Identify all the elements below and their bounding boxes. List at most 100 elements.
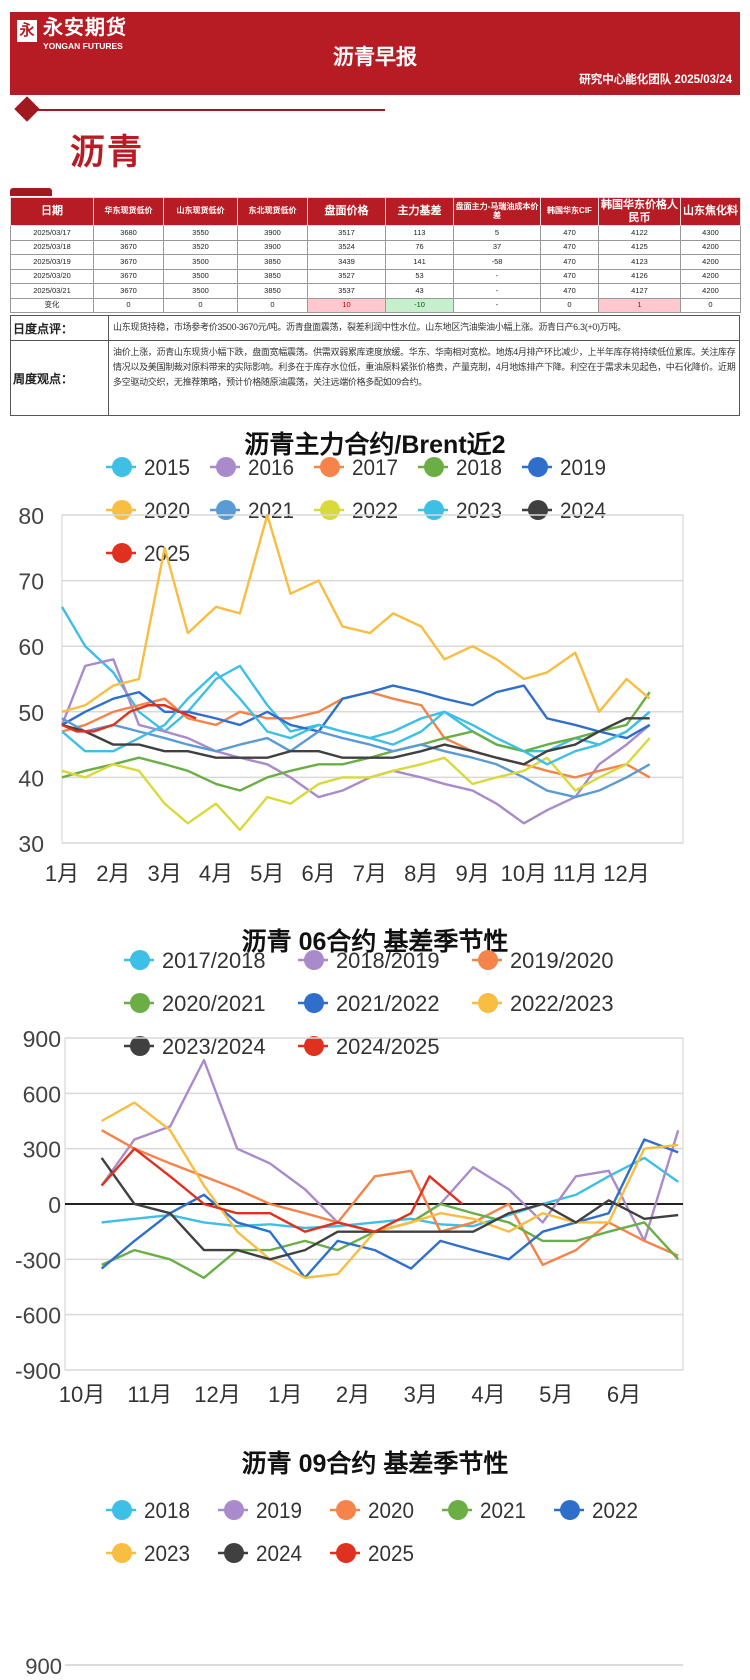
- table-cell: 0: [680, 297, 741, 313]
- series-line-2018: [61, 691, 651, 792]
- table-cell: 43: [385, 283, 454, 299]
- x-tick-label: 1月: [45, 861, 79, 886]
- table-cell: -: [453, 268, 541, 284]
- column-header: 盘面主力-马瑞油成本价差: [453, 197, 541, 226]
- x-tick-label: 6月: [607, 1382, 641, 1407]
- column-header: 华东现货低价: [93, 197, 164, 226]
- legend-marker: [112, 1500, 132, 1520]
- column-header: 盘面价格: [307, 197, 386, 226]
- series-line-2017-2018: [101, 1156, 679, 1230]
- y-tick-label: 600: [23, 1081, 61, 1107]
- legend-item-2020: 2020: [106, 498, 190, 523]
- legend-item-2019-2020: 2019/2020: [472, 948, 614, 973]
- table-cell: 470: [540, 283, 599, 299]
- table-cell: 470: [540, 239, 599, 255]
- column-header: 山东焦化料: [680, 197, 741, 226]
- y-tick-label: 30: [18, 831, 44, 857]
- chart-09-basis: 2018 2019 2020 2021 2022 2023 2024 2025 900: [25, 1498, 683, 1679]
- y-tick-label: 900: [25, 1654, 62, 1679]
- y-tick-label: -600: [15, 1303, 61, 1329]
- legend-marker: [528, 457, 548, 477]
- table-cell: 3550: [163, 225, 238, 241]
- column-header: 韩国华东CIF: [540, 197, 599, 226]
- legend-marker: [320, 500, 340, 520]
- series-line-2019-2020: [101, 1129, 679, 1267]
- x-tick-label: 12月: [194, 1382, 240, 1407]
- legend-item-2024: 2024: [522, 498, 606, 523]
- legend-marker: [130, 950, 150, 970]
- table-cell: 变化: [10, 297, 94, 313]
- table-cell: 3439: [307, 254, 386, 270]
- series-line-2022-2023: [101, 1101, 679, 1279]
- legend-label: 2020/2021: [162, 991, 266, 1016]
- table-cell: 3900: [237, 225, 308, 241]
- legend-item-2018: 2018: [418, 455, 502, 480]
- legend-item-2019: 2019: [522, 455, 606, 480]
- legend-item-2025: 2025: [106, 541, 190, 566]
- x-tick-label: 10月: [501, 861, 547, 886]
- x-tick-label: 1月: [268, 1382, 302, 1407]
- legend-marker: [112, 1543, 132, 1563]
- legend-item-2020: 2020: [330, 1498, 414, 1523]
- table-cell: 3900: [237, 239, 308, 255]
- x-tick-label: 12月: [603, 861, 649, 886]
- chart-06-basis: 2017/2018 2018/2019 2019/2020 2020/2021 2021…: [15, 948, 684, 1407]
- table-cell: 3520: [163, 239, 238, 255]
- table-cell: 3500: [163, 254, 238, 270]
- legend-marker: [336, 1543, 356, 1563]
- series-line-2020-2021: [101, 1202, 680, 1279]
- legend-marker: [112, 500, 132, 520]
- legend-item-2023: 2023: [418, 498, 502, 523]
- x-tick-label: 5月: [539, 1382, 573, 1407]
- x-tick-label: 5月: [250, 861, 284, 886]
- y-tick-label: 80: [18, 503, 44, 529]
- table-cell: 2025/03/21: [10, 283, 94, 299]
- legend-item-2022: 2022: [554, 1498, 638, 1523]
- legend-label: 2022/2023: [510, 991, 614, 1016]
- chart1-title: 沥青主力合约/Brent近2: [244, 431, 506, 459]
- legend-marker: [216, 500, 236, 520]
- table-cell: 2025/03/20: [10, 268, 94, 284]
- column-header: 主力基差: [385, 197, 454, 226]
- legend-marker: [304, 950, 324, 970]
- table-cell: 3670: [93, 239, 164, 255]
- table-row: 2025/03/21 3670 3500 3850 3537 43-470 4127 4200: [10, 283, 741, 299]
- legend-item-2021-2022: 2021/2022: [298, 991, 440, 1016]
- table-cell: 1: [598, 297, 681, 313]
- legend-item-2020-2021: 2020/2021: [124, 991, 266, 1016]
- x-tick-label: 11月: [127, 1382, 172, 1407]
- table-cell: 3850: [237, 268, 308, 284]
- series-line-2024: [61, 717, 650, 766]
- legend-label: 2016: [248, 455, 294, 480]
- table-cell: 4200: [680, 283, 741, 299]
- y-tick-label: 40: [18, 765, 44, 791]
- table-cell: 3500: [163, 268, 238, 284]
- x-tick-label: 2月: [336, 1382, 370, 1407]
- x-tick-label: 10月: [59, 1382, 105, 1407]
- table-cell: 4122: [598, 225, 681, 241]
- legend-marker: [424, 500, 444, 520]
- y-tick-label: -300: [15, 1247, 61, 1273]
- legend-label: 2023: [144, 1541, 190, 1566]
- divider: [30, 109, 385, 111]
- table-cell: 0: [93, 297, 164, 313]
- price-table: 日期 华东现货低价 山东现货低价 东北现货低价 盘面价格 主力基差 盘面主力-马瑞油成本价差…: [10, 197, 741, 313]
- legend-label: 2019: [560, 455, 606, 480]
- x-tick-label: 4月: [471, 1382, 505, 1407]
- series-line-2016: [60, 658, 651, 825]
- table-cell: 141: [385, 254, 454, 270]
- column-header: 东北现货低价: [237, 197, 308, 226]
- legend-item-2022-2023: 2022/2023: [472, 991, 614, 1016]
- table-cell: 3670: [93, 283, 164, 299]
- table-cell: 53: [385, 268, 454, 284]
- x-tick-label: 3月: [404, 1382, 438, 1407]
- report-subtitle: 研究中心能化团队 2025/03/24: [579, 74, 732, 86]
- change-row: 变化 0 0 0 10 -10-0 1 0: [10, 297, 741, 313]
- table-cell: 0: [163, 297, 238, 313]
- y-tick-label: 0: [48, 1192, 61, 1218]
- table-cell: 113: [385, 225, 454, 241]
- legend-label: 2022: [352, 498, 398, 523]
- table-row: 2025/03/20 3670 3500 3850 3527 53-470 4126 4200: [10, 268, 741, 284]
- legend-item-2018-2019: 2018/2019: [298, 948, 440, 973]
- table-cell: 4126: [598, 268, 681, 284]
